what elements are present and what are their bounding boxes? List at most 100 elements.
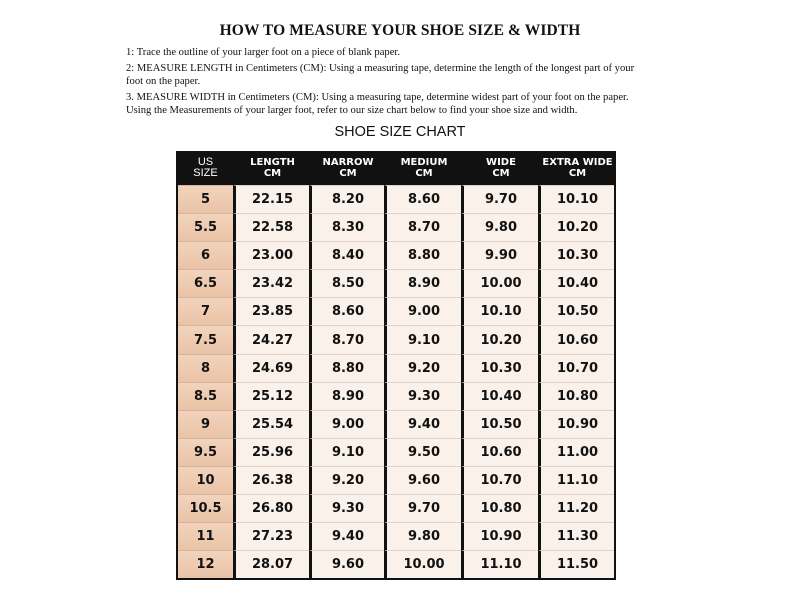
cell-us-size: 8.5 [178,381,233,410]
cell-wide: 9.90 [461,241,538,270]
cell-us-size: 11 [178,522,233,551]
table-row: 5.5 22.58 8.30 8.70 9.80 10.20 [178,213,614,242]
cell-extra-wide: 10.50 [538,297,614,326]
cell-medium: 8.70 [384,213,461,242]
chart-title: SHOE SIZE CHART [334,124,466,140]
cell-extra-wide: 11.10 [538,465,614,495]
table-row: 6.5 23.42 8.50 8.90 10.00 10.40 [178,269,614,298]
instructions: 1: Trace the outline of your larger foot… [126,46,646,120]
table-row: 10 26.38 9.20 9.60 10.70 11.10 [178,465,614,495]
header-label: CM [568,168,587,179]
table-row: 11 27.23 9.40 9.80 10.90 11.30 [178,522,614,551]
cell-extra-wide: 11.30 [538,522,614,551]
cell-narrow: 9.20 [309,465,384,495]
table-row: 7 23.85 8.60 9.00 10.10 10.50 [178,297,614,326]
cell-us-size: 5.5 [178,213,233,242]
table-row: 6 23.00 8.40 8.80 9.90 10.30 [178,241,614,270]
table-row: 12 28.07 9.60 10.00 11.10 11.50 [178,550,614,579]
cell-medium: 9.40 [384,409,461,438]
cell-extra-wide: 10.70 [538,353,614,382]
cell-extra-wide: 10.30 [538,241,614,270]
header-narrow: NARROW CM [309,151,384,185]
table-row: 9.5 25.96 9.10 9.50 10.60 11.00 [178,437,614,466]
cell-wide: 10.00 [461,269,538,298]
cell-wide: 10.60 [461,437,538,466]
header-wide: WIDE CM [461,151,538,185]
table-row: 5 22.15 8.20 8.60 9.70 10.10 [178,185,614,214]
cell-narrow: 9.40 [309,522,384,551]
table-row: 9 25.54 9.00 9.40 10.50 10.90 [178,409,614,438]
cell-narrow: 9.30 [309,494,384,523]
cell-length: 23.42 [233,269,309,298]
cell-length: 27.23 [233,522,309,551]
cell-us-size: 10.5 [178,494,233,523]
cell-length: 26.38 [233,465,309,495]
cell-length: 25.12 [233,381,309,410]
cell-extra-wide: 10.60 [538,325,614,354]
cell-length: 28.07 [233,550,309,579]
cell-us-size: 9.5 [178,437,233,466]
header-label: CM [263,168,282,179]
cell-us-size: 12 [178,550,233,579]
cell-medium: 9.80 [384,522,461,551]
cell-us-size: 9 [178,409,233,438]
cell-us-size: 7 [178,297,233,326]
instruction-step-2: 2: MEASURE LENGTH in Centimeters (CM): U… [126,62,635,87]
cell-length: 25.54 [233,409,309,438]
cell-wide: 9.70 [461,185,538,214]
table-row: 8.5 25.12 8.90 9.30 10.40 10.80 [178,381,614,410]
cell-wide: 10.30 [461,353,538,382]
cell-medium: 9.20 [384,353,461,382]
cell-medium: 9.30 [384,381,461,410]
cell-medium: 10.00 [384,550,461,579]
cell-us-size: 6.5 [178,269,233,298]
header-label: CM [415,168,433,179]
cell-extra-wide: 10.20 [538,213,614,242]
header-label: CM [492,168,510,179]
cell-length: 26.80 [233,494,309,523]
cell-extra-wide: 11.20 [538,494,614,523]
cell-narrow: 8.70 [309,325,384,354]
instruction-note: Using the Measurements of your larger fo… [126,104,578,116]
cell-wide: 10.90 [461,522,538,551]
header-label: CM [339,168,357,179]
cell-wide: 10.50 [461,409,538,438]
cell-medium: 9.00 [384,297,461,326]
cell-us-size: 10 [178,465,233,495]
table-row: 7.5 24.27 8.70 9.10 10.20 10.60 [178,325,614,354]
cell-length: 24.27 [233,325,309,354]
cell-medium: 9.70 [384,494,461,523]
table-row: 10.5 26.80 9.30 9.70 10.80 11.20 [178,494,614,523]
shoe-size-table: US SIZE LENGTH CM NARROW CM MEDIUM CM WIDE CM EXTR… [176,151,616,581]
header-medium: MEDIUM CM [384,151,461,185]
cell-length: 22.15 [233,185,309,214]
header-label: NARROW [322,157,374,168]
header-label: WIDE [486,157,516,168]
table-header-row: US SIZE LENGTH CM NARROW CM MEDIUM CM WIDE CM EXTR… [178,151,614,185]
cell-narrow: 8.20 [309,185,384,214]
cell-extra-wide: 11.50 [538,550,614,579]
cell-wide: 10.20 [461,325,538,354]
cell-wide: 9.80 [461,213,538,242]
cell-us-size: 8 [178,353,233,382]
cell-narrow: 8.30 [309,213,384,242]
instruction-step-3: 3. MEASURE WIDTH in Centimeters (CM): Us… [126,91,629,103]
cell-wide: 10.10 [461,297,538,326]
cell-narrow: 8.50 [309,269,384,298]
cell-extra-wide: 11.00 [538,437,614,466]
cell-medium: 9.60 [384,465,461,495]
cell-medium: 9.10 [384,325,461,354]
cell-narrow: 8.80 [309,353,384,382]
cell-wide: 10.80 [461,494,538,523]
cell-narrow: 9.00 [309,409,384,438]
cell-extra-wide: 10.40 [538,269,614,298]
cell-us-size: 7.5 [178,325,233,354]
table-row: 8 24.69 8.80 9.20 10.30 10.70 [178,353,614,382]
cell-medium: 9.50 [384,437,461,466]
cell-narrow: 9.60 [309,550,384,579]
cell-narrow: 9.10 [309,437,384,466]
cell-extra-wide: 10.10 [538,185,614,214]
cell-medium: 8.90 [384,269,461,298]
cell-medium: 8.80 [384,241,461,270]
cell-length: 25.96 [233,437,309,466]
